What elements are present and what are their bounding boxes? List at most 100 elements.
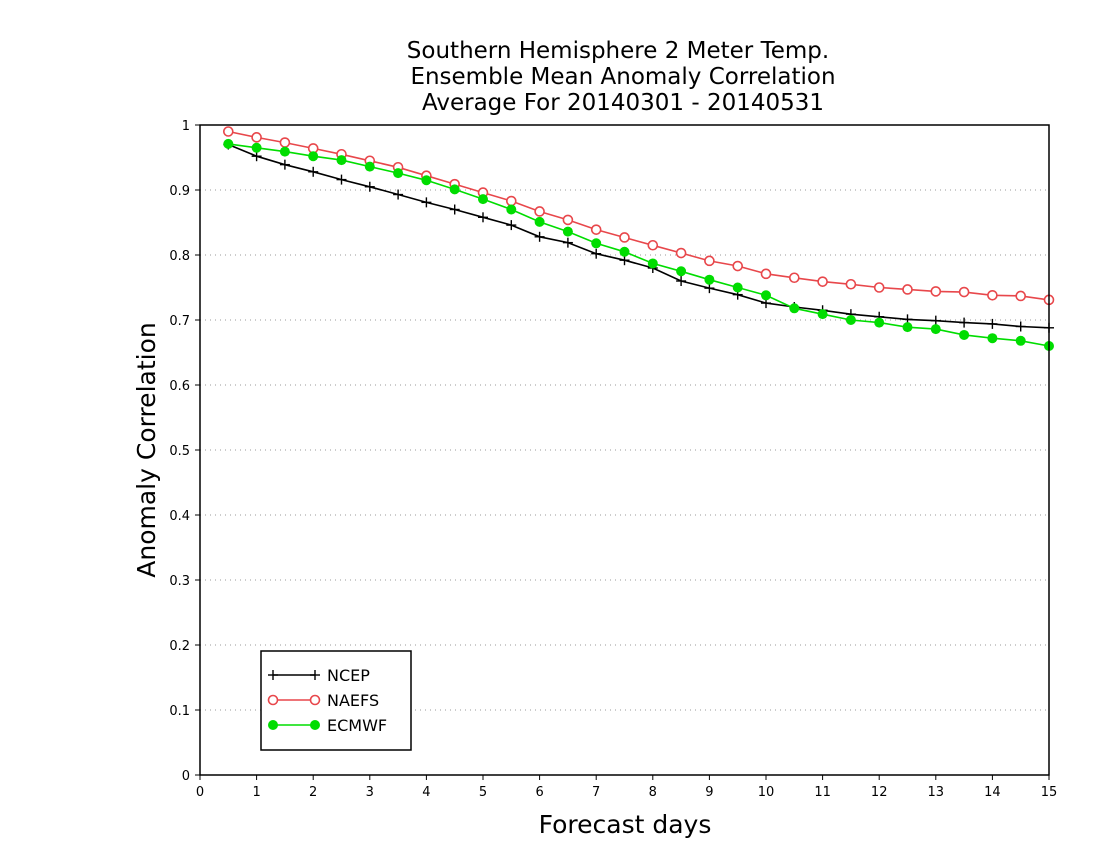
legend-label-naefs: NAEFS bbox=[327, 691, 379, 710]
legend-label-ncep: NCEP bbox=[327, 666, 370, 685]
y-tick-label: 0.7 bbox=[169, 314, 190, 329]
data-point-naefs bbox=[732, 260, 744, 272]
grid-lines bbox=[200, 189, 1049, 711]
data-point-ecmwf bbox=[874, 317, 885, 328]
legend-marker bbox=[310, 720, 320, 730]
y-axis-ticks: 0 0.1 0.2 0.3 0.4 0.5 0.6 0.7 0.8 0.9 1 bbox=[169, 119, 200, 784]
data-point-naefs bbox=[675, 247, 687, 259]
data-point-ncep bbox=[930, 315, 941, 326]
data-point-naefs bbox=[505, 195, 517, 207]
y-tick-label: 0 bbox=[182, 769, 190, 784]
legend-marker bbox=[310, 670, 320, 680]
data-point-naefs bbox=[279, 137, 291, 148]
data-point-ncep bbox=[562, 237, 573, 248]
data-point-ecmwf bbox=[789, 303, 800, 314]
chart-title-line-2: Ensemble Mean Anomaly Correlation bbox=[410, 64, 835, 90]
data-point-ecmwf bbox=[902, 322, 913, 333]
data-point-naefs bbox=[958, 286, 970, 298]
legend-item-ecmwf: ECMWF bbox=[268, 716, 387, 735]
x-tick-label: 15 bbox=[1041, 785, 1058, 800]
x-tick-label: 13 bbox=[928, 785, 945, 800]
x-axis-title: Forecast days bbox=[539, 810, 712, 839]
series-naefs bbox=[223, 126, 1055, 306]
data-point-ncep bbox=[704, 283, 715, 294]
legend: NCEP NAEFS ECMWF bbox=[260, 650, 412, 751]
data-point-ncep bbox=[959, 317, 970, 328]
x-axis-ticks: 0 1 2 3 4 5 6 7 8 9 10 11 12 13 14 15 bbox=[196, 775, 1057, 800]
legend-marker bbox=[267, 694, 279, 706]
series-lines bbox=[223, 126, 1055, 351]
data-point-ecmwf bbox=[478, 194, 488, 205]
data-point-ecmwf bbox=[279, 146, 290, 157]
data-point-naefs bbox=[590, 224, 602, 235]
series-line-naefs bbox=[228, 130, 1050, 301]
y-tick-label: 0.9 bbox=[169, 184, 190, 199]
data-point-ncep bbox=[421, 197, 432, 208]
data-point-ncep bbox=[478, 212, 488, 223]
y-tick-label: 0.3 bbox=[169, 574, 190, 589]
data-point-ncep bbox=[591, 248, 602, 259]
chart-title-line-3: Average For 20140301 - 20140531 bbox=[422, 90, 824, 116]
data-point-ecmwf bbox=[987, 333, 998, 344]
data-point-ecmwf bbox=[336, 155, 347, 166]
x-tick-label: 4 bbox=[422, 785, 430, 800]
data-point-naefs bbox=[534, 206, 545, 217]
data-point-ecmwf bbox=[732, 282, 743, 293]
data-point-naefs bbox=[788, 272, 800, 284]
series-ncep bbox=[223, 139, 1054, 333]
data-point-ecmwf bbox=[393, 168, 404, 179]
y-tick-label: 0.5 bbox=[169, 444, 190, 459]
series-line-ecmwf bbox=[228, 143, 1050, 347]
legend-marker bbox=[268, 720, 278, 730]
data-point-ecmwf bbox=[562, 226, 573, 237]
data-point-naefs bbox=[619, 232, 630, 243]
data-point-ncep bbox=[393, 189, 404, 200]
x-tick-label: 2 bbox=[309, 785, 317, 800]
data-point-naefs bbox=[647, 239, 659, 251]
data-point-ncep bbox=[364, 181, 375, 192]
data-point-ncep bbox=[534, 231, 545, 242]
x-tick-label: 9 bbox=[705, 785, 713, 800]
data-point-naefs bbox=[845, 278, 857, 290]
x-tick-label: 5 bbox=[479, 785, 487, 800]
x-tick-label: 8 bbox=[649, 785, 657, 800]
legend-marker bbox=[268, 670, 278, 680]
y-tick-label: 0.6 bbox=[169, 379, 190, 394]
data-point-naefs bbox=[817, 276, 828, 287]
data-point-naefs bbox=[562, 214, 574, 226]
x-tick-label: 14 bbox=[984, 785, 1001, 800]
data-point-ecmwf bbox=[591, 238, 602, 249]
x-tick-label: 12 bbox=[871, 785, 888, 800]
data-point-ncep bbox=[676, 276, 687, 286]
y-axis-title: Anomaly Correlation bbox=[132, 322, 161, 577]
data-point-ecmwf bbox=[761, 290, 771, 301]
legend-item-ncep: NCEP bbox=[268, 666, 370, 685]
series-ecmwf bbox=[223, 138, 1054, 351]
x-tick-label: 11 bbox=[814, 785, 831, 800]
data-point-naefs bbox=[1015, 290, 1027, 302]
data-point-ecmwf bbox=[647, 258, 658, 269]
legend-label-ecmwf: ECMWF bbox=[327, 716, 387, 735]
data-point-ecmwf bbox=[704, 274, 715, 285]
x-tick-label: 7 bbox=[592, 785, 600, 800]
series-line-ncep bbox=[227, 143, 1050, 329]
x-tick-label: 0 bbox=[196, 785, 204, 800]
data-point-naefs bbox=[987, 289, 998, 301]
data-point-naefs bbox=[223, 126, 234, 137]
x-tick-label: 3 bbox=[366, 785, 374, 800]
data-point-ecmwf bbox=[534, 216, 545, 227]
data-point-ecmwf bbox=[817, 309, 828, 320]
data-point-ecmwf bbox=[959, 329, 970, 340]
y-tick-label: 0.8 bbox=[169, 249, 190, 264]
data-point-ecmwf bbox=[845, 315, 856, 325]
y-tick-label: 0.2 bbox=[169, 639, 190, 654]
legend-item-naefs: NAEFS bbox=[267, 691, 379, 710]
x-tick-label: 1 bbox=[252, 785, 260, 800]
data-point-ncep bbox=[1015, 321, 1026, 332]
data-point-ecmwf bbox=[506, 204, 517, 215]
y-tick-label: 0.4 bbox=[169, 509, 190, 524]
data-point-ncep bbox=[619, 255, 630, 266]
data-point-ecmwf bbox=[449, 184, 460, 195]
legend-marker bbox=[309, 694, 321, 706]
